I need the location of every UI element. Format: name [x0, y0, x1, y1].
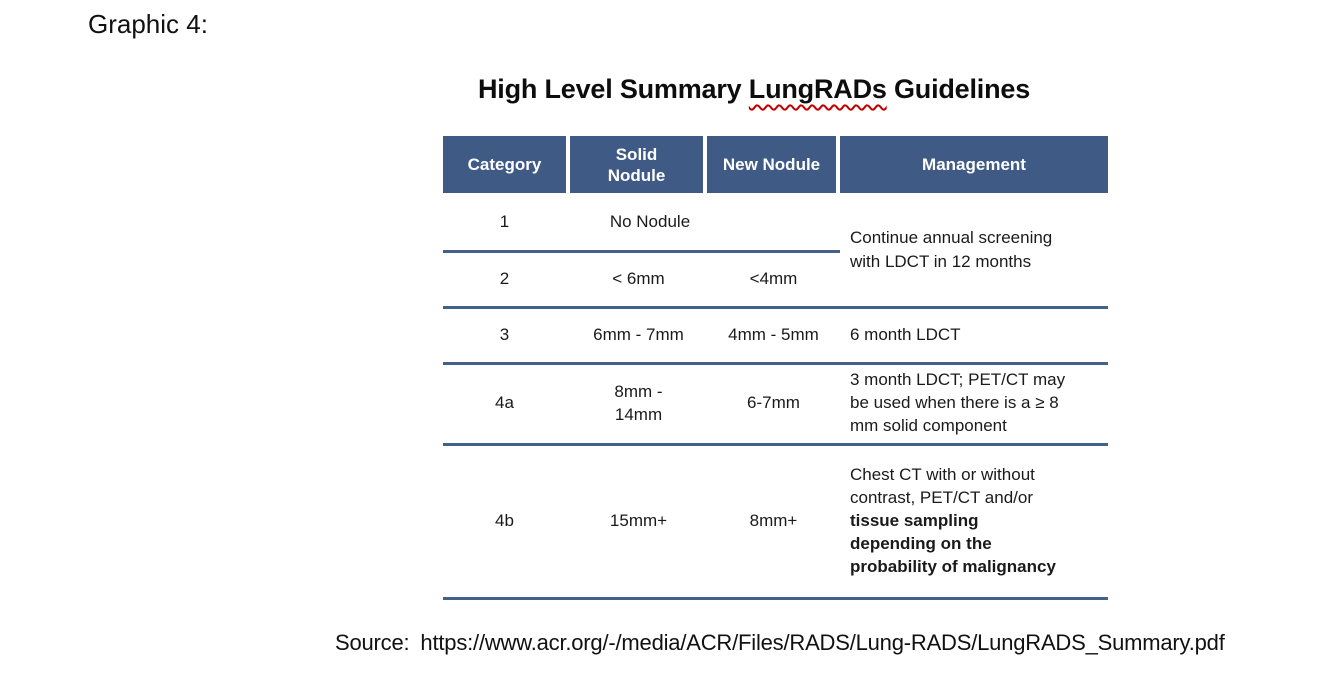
- title-text-pre: High Level Summary: [478, 74, 749, 104]
- management-text-bold: tissue sampling depending on the probabi…: [850, 510, 1056, 576]
- cell-new-nodule: <4mm: [749, 268, 798, 288]
- header-label: Management: [922, 155, 1026, 174]
- cell-category: 1: [499, 212, 510, 231]
- table-row-category-1: 1 No Nodule: [443, 193, 1108, 250]
- row-divider: [443, 306, 1108, 309]
- row-divider: [443, 250, 840, 253]
- cell-no-nodule: No Nodule: [609, 212, 691, 231]
- cell-solid-nodule: 8mm - 14mm: [570, 362, 707, 443]
- cell-category: 2: [499, 268, 510, 288]
- row-divider: [443, 443, 1108, 446]
- header-label: Category: [467, 155, 542, 174]
- cell-management: 3 month LDCT; PET/CT may be used when th…: [840, 362, 1108, 443]
- cell-solid-nodule: < 6mm: [612, 268, 665, 288]
- table-row-category-4a: 4a 8mm - 14mm 6-7mm 3 month LDCT; PET/CT…: [443, 362, 1108, 443]
- cell-category: 4a: [495, 393, 514, 412]
- table-row-category-2: 2 < 6mm <4mm: [443, 250, 1108, 306]
- cell-management-rows-1-2: Continue annual screening with LDCT in 1…: [840, 193, 1108, 306]
- title-misspelled-word: LungRADs: [748, 74, 887, 104]
- source-label: Source:: [335, 630, 410, 655]
- header-label: Solid Nodule: [607, 144, 666, 185]
- row-divider: [443, 362, 1108, 365]
- table-row-category-3: 3 6mm - 7mm 4mm - 5mm 6 month LDCT: [443, 306, 1108, 362]
- page-title: High Level Summary LungRADs Guidelines: [478, 72, 1030, 106]
- management-text: Chest CT with or without contrast, PET/C…: [850, 463, 1068, 578]
- source-url: https://www.acr.org/-/media/ACR/Files/RA…: [420, 630, 1225, 655]
- table-header-row: Category Solid Nodule New Nodule Managem…: [443, 136, 1108, 193]
- cell-category: 4b: [495, 510, 514, 530]
- management-text: 3 month LDCT; PET/CT may be used when th…: [850, 370, 1066, 435]
- header-cell-solid-nodule: Solid Nodule: [570, 136, 703, 193]
- source-citation: Source: https://www.acr.org/-/media/ACR/…: [335, 629, 1225, 657]
- management-text: 6 month LDCT: [850, 324, 961, 344]
- table-row-category-4b: 4b 15mm+ 8mm+ Chest CT with or without c…: [443, 443, 1108, 597]
- cell-category: 3: [499, 324, 510, 344]
- cell-new-nodule: 8mm+: [749, 510, 798, 530]
- guidelines-table: Category Solid Nodule New Nodule Managem…: [443, 136, 1108, 601]
- header-label: New Nodule: [722, 155, 821, 174]
- page-label: Graphic 4:: [88, 9, 208, 39]
- header-cell-new-nodule: New Nodule: [707, 136, 836, 193]
- cell-management: 6 month LDCT: [840, 306, 1108, 362]
- management-text: Continue annual screening with LDCT in 1…: [850, 227, 1053, 271]
- cell-solid-nodule: 15mm+: [609, 510, 668, 530]
- management-text-regular: Chest CT with or without contrast, PET/C…: [850, 464, 1035, 507]
- cell-solid-nodule: 6mm - 7mm: [593, 324, 684, 344]
- solid-nodule-text: 8mm - 14mm: [614, 381, 663, 424]
- header-cell-management: Management: [840, 136, 1108, 193]
- header-cell-category: Category: [443, 136, 566, 193]
- cell-new-nodule: 6-7mm: [747, 393, 800, 412]
- cell-management: Chest CT with or without contrast, PET/C…: [840, 443, 1108, 597]
- title-text-post: Guidelines: [886, 74, 1031, 104]
- table-bottom-border: [443, 597, 1108, 600]
- cell-new-nodule: 4mm - 5mm: [728, 324, 819, 344]
